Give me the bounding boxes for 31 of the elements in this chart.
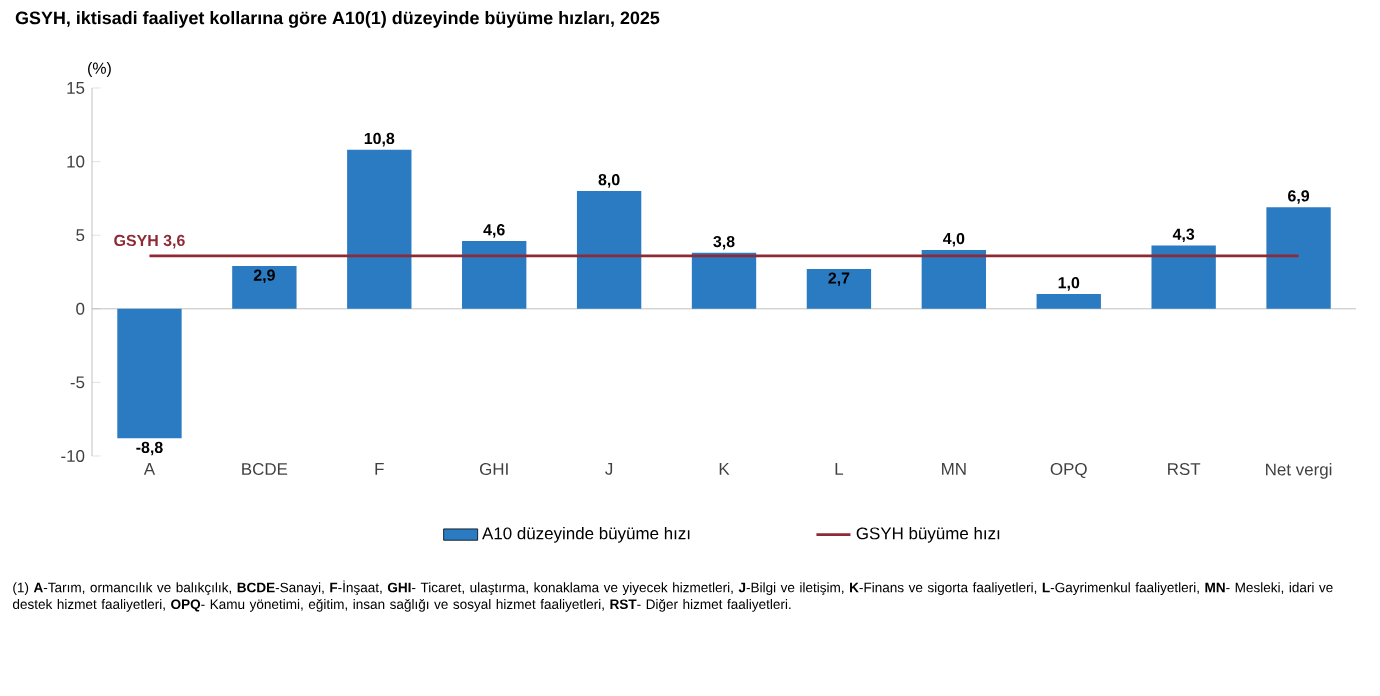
y-tick-label: 0 (76, 302, 85, 315)
x-tick-label: A (143, 463, 156, 475)
y-tick-label: -10 (61, 450, 85, 462)
x-tick-label: OPQ (1050, 463, 1087, 479)
x-tick-label: J (605, 463, 613, 475)
y-tick-label: 10 (67, 155, 85, 168)
y-tick-label: -5 (70, 376, 85, 389)
bar (232, 266, 297, 309)
bar (1266, 207, 1331, 309)
chart-title: GSYH, iktisadi faaliyet kollarına göre A10(1) düzeyinde büyüme hızları, 2025 (15, 11, 660, 28)
x-tick-label: K (719, 463, 730, 475)
x-tick-label: RST (1168, 463, 1201, 476)
bar (921, 249, 987, 309)
bar (806, 269, 872, 309)
bar (462, 241, 527, 309)
x-tick-label: GHI (479, 463, 508, 476)
bar (691, 252, 757, 309)
bar (347, 149, 412, 309)
legend-label: GSYH büyüme hızı (856, 526, 1000, 543)
y-tick-label: 5 (76, 229, 85, 242)
x-tick-label: Net vergi (1266, 463, 1332, 479)
x-tick-label: BCDE (242, 463, 288, 476)
bar (117, 308, 182, 439)
x-tick-label: L (835, 463, 844, 475)
x-tick-label: MN (942, 463, 966, 475)
legend-label: A10 düzeyinde büyüme hızı (482, 526, 690, 543)
y-tick-label: 15 (67, 82, 85, 94)
bar (576, 191, 642, 309)
bar (1151, 245, 1216, 309)
x-tick-label: F (375, 463, 384, 475)
bar (1036, 294, 1101, 309)
